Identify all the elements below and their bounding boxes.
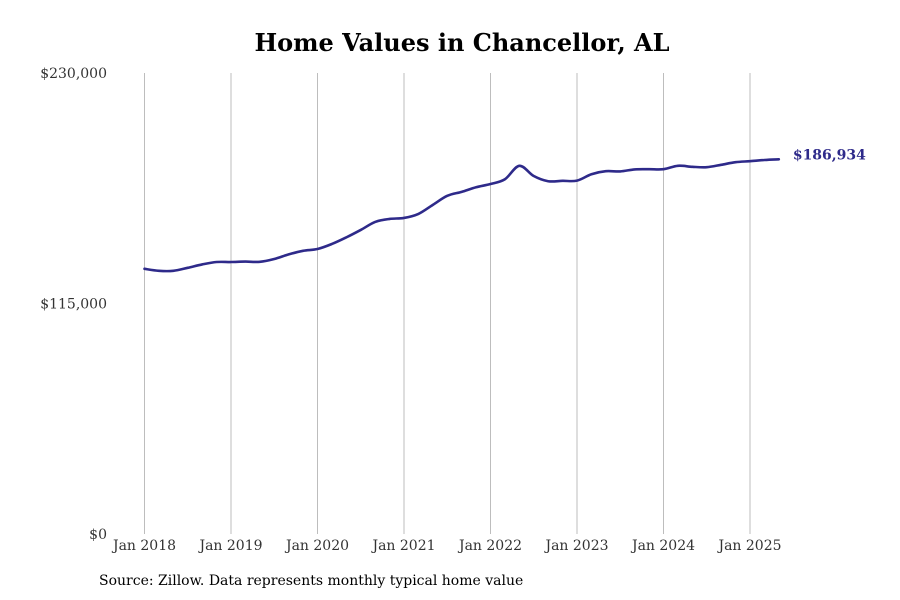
x-tick-label: Jan 2024 bbox=[630, 538, 695, 554]
x-tick-label: Jan 2025 bbox=[716, 538, 781, 554]
last-value-label: $186,934 bbox=[793, 147, 866, 163]
source-note: Source: Zillow. Data represents monthly … bbox=[99, 573, 524, 589]
x-axis-ticks: Jan 2018 Jan 2019 Jan 2020 Jan 2021 Jan 2022… bbox=[111, 538, 782, 554]
x-tick-label: Jan 2020 bbox=[284, 538, 349, 554]
annotations: $186,934 bbox=[793, 147, 866, 163]
x-tick-label: Jan 2023 bbox=[543, 538, 608, 554]
x-tick-label: Jan 2021 bbox=[370, 538, 435, 554]
x-tick-label: Jan 2022 bbox=[457, 538, 522, 554]
x-tick-label: Jan 2019 bbox=[197, 538, 262, 554]
y-tick-label: $0 bbox=[89, 527, 107, 543]
chart-title: Home Values in Chancellor, AL bbox=[254, 28, 670, 57]
y-tick-label: $115,000 bbox=[40, 297, 107, 313]
y-axis-ticks: $0 $115,000 $230,000 bbox=[40, 66, 107, 543]
series-line bbox=[143, 158, 781, 273]
x-tick-label: Jan 2018 bbox=[111, 538, 176, 554]
y-tick-label: $230,000 bbox=[40, 66, 107, 82]
series-layer bbox=[143, 158, 781, 273]
gridlines bbox=[144, 73, 751, 534]
